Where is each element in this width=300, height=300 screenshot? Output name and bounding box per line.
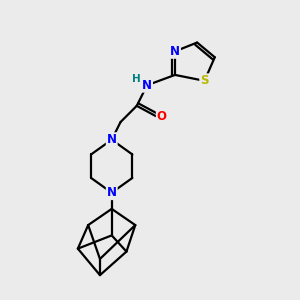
Text: S: S [200,74,209,87]
Text: N: N [107,133,117,146]
Text: N: N [142,79,152,92]
Text: N: N [107,186,117,199]
Text: N: N [170,45,180,58]
Text: H: H [132,74,141,84]
Text: O: O [157,110,167,123]
